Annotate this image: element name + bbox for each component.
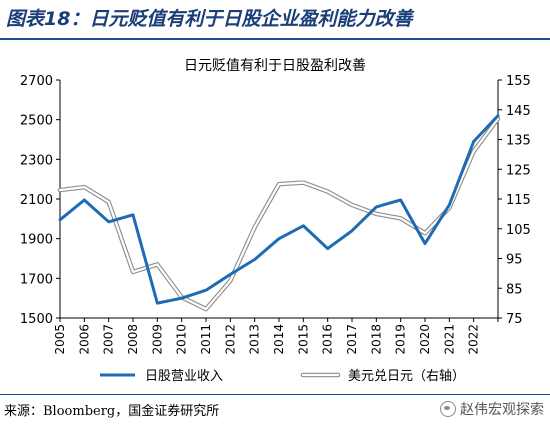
left-tick-label: 2500 <box>20 114 53 129</box>
x-tick-label: 2005 <box>53 324 67 355</box>
right-tick-label: 75 <box>506 312 523 327</box>
x-tick-label: 2015 <box>296 324 310 355</box>
left-tick-label: 1500 <box>20 312 53 327</box>
source-note: 来源：Bloomberg，国金证券研究所 <box>4 404 220 419</box>
chart-title: 日元贬值有利于日股盈利改善 <box>184 58 366 74</box>
x-tick-label: 2006 <box>77 324 91 355</box>
figure-title: 图表18：日元贬值有利于日股企业盈利能力改善 <box>6 8 413 30</box>
axes: 1500 1700 1900 2100 2300 2500 2700 75 85 95 105 115… <box>20 74 531 355</box>
series-usdjpy-line <box>58 117 500 311</box>
x-tick-label: 2017 <box>345 324 359 355</box>
x-tick-label: 2022 <box>467 324 481 355</box>
series-usdjpy-outline <box>57 116 501 312</box>
x-tick-label: 2009 <box>150 324 164 355</box>
legend-label-revenue: 日股营业收入 <box>145 369 223 384</box>
x-tick-label: 2011 <box>199 324 213 355</box>
series-layer <box>57 114 501 312</box>
x-tick-label: 2018 <box>369 324 383 355</box>
x-tick-label: 2019 <box>394 324 408 355</box>
legend-label-usdjpy: 美元兑日元（右轴） <box>348 369 465 384</box>
x-tick-label: 2013 <box>248 324 262 355</box>
right-tick-label: 135 <box>506 134 531 149</box>
chart: 日元贬值有利于日股盈利改善 1500 1700 1900 2100 2300 2500 27… <box>20 58 531 384</box>
right-tick-label: 115 <box>506 193 531 208</box>
right-tick-label: 105 <box>506 223 531 238</box>
x-tick-label: 2010 <box>175 324 189 355</box>
left-tick-label: 1900 <box>20 233 53 248</box>
right-tick-label: 125 <box>506 163 531 178</box>
x-tick-label: 2020 <box>418 324 432 355</box>
watermark-text: 赵伟宏观探索 <box>460 402 544 418</box>
x-tick-label: 2021 <box>442 324 456 355</box>
x-tick-label: 2016 <box>321 324 335 355</box>
x-tick-label: 2012 <box>223 324 237 355</box>
x-tick-label: 2007 <box>102 324 116 355</box>
left-tick-label: 2100 <box>20 193 53 208</box>
legend: 日股营业收入 美元兑日元（右轴） <box>100 369 465 384</box>
x-tick-label: 2014 <box>272 324 286 355</box>
watermark: 赵伟宏观探索 <box>440 399 544 419</box>
title-divider <box>0 38 550 40</box>
right-tick-label: 155 <box>506 74 531 89</box>
left-tick-label: 1700 <box>20 272 53 287</box>
left-tick-label: 2300 <box>20 153 53 168</box>
footer-divider <box>0 394 550 395</box>
right-tick-label: 85 <box>506 282 523 297</box>
right-tick-label: 145 <box>506 104 531 119</box>
left-tick-label: 2700 <box>20 74 53 89</box>
wechat-icon <box>440 401 456 417</box>
right-tick-label: 95 <box>506 253 523 268</box>
series-revenue-line <box>58 114 500 305</box>
x-tick-label: 2008 <box>126 324 140 355</box>
